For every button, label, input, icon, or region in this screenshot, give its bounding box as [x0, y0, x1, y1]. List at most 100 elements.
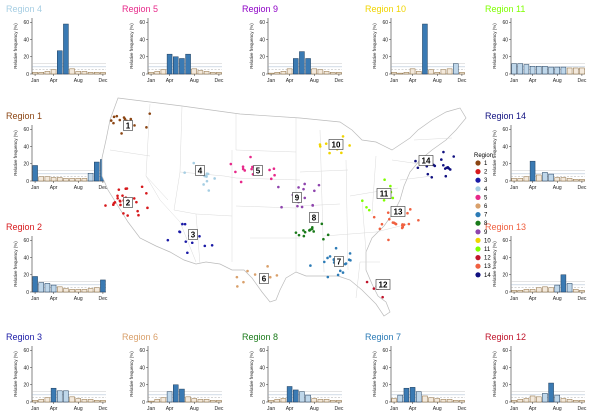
region-point	[121, 194, 124, 197]
region-label-text: 2	[126, 199, 131, 208]
y-tick-label: 40	[23, 365, 29, 371]
x-tick-label: Dec	[98, 296, 107, 302]
region-label-box	[376, 188, 392, 199]
region-point	[204, 174, 208, 178]
bar	[87, 72, 94, 75]
y-tick-label: 60	[382, 348, 388, 354]
y-tick-label: 40	[259, 37, 265, 43]
x-tick-label: Aug	[310, 78, 319, 84]
region-point	[401, 224, 404, 227]
region-point	[183, 171, 186, 174]
bar	[566, 67, 573, 75]
y-axis-label: Relative frequency (%)	[129, 23, 134, 69]
y-tick-label: 20	[382, 55, 388, 61]
region-point	[275, 274, 279, 277]
region-label-text: 11	[380, 190, 389, 199]
region-point	[120, 132, 123, 135]
y-tick-label: 20	[382, 383, 388, 389]
bar	[529, 160, 536, 182]
region-point	[140, 185, 144, 189]
panel-title: Region 9	[242, 4, 278, 14]
y-axis-label: Relative frequency (%)	[13, 241, 18, 287]
region-label: 13	[390, 206, 406, 217]
bar	[286, 386, 293, 403]
region-point	[367, 208, 371, 212]
region-point	[198, 234, 201, 238]
y-tick-label: 0	[142, 400, 145, 406]
legend-label: 3	[484, 178, 488, 184]
y-tick-label: 20	[23, 55, 29, 61]
x-tick-label: Jan	[147, 406, 155, 412]
x-tick-label: Dec	[334, 406, 343, 412]
y-tick-label: 60	[502, 127, 508, 133]
bar	[44, 283, 51, 293]
region-label-box	[328, 139, 344, 150]
bar	[566, 399, 573, 403]
region-label: 5	[253, 165, 263, 176]
region-point	[387, 238, 390, 242]
bar	[185, 53, 191, 75]
y-tick-label: 60	[502, 238, 508, 244]
bar	[44, 397, 51, 403]
region-point	[113, 201, 117, 204]
x-tick-label: Aug	[553, 296, 562, 302]
legend-swatch	[475, 220, 481, 226]
bar	[548, 66, 554, 75]
region-point	[391, 221, 395, 224]
region-point	[400, 226, 404, 230]
bar	[397, 394, 403, 403]
x-tick-label: Dec	[98, 78, 107, 84]
bar	[536, 65, 542, 75]
region-point	[309, 264, 312, 267]
bar	[75, 71, 81, 75]
y-tick-label: 40	[502, 37, 508, 43]
x-tick-label: Jan	[510, 78, 518, 84]
legend-swatch	[475, 160, 481, 166]
bar	[542, 172, 548, 182]
bar	[573, 289, 579, 293]
bar	[87, 399, 94, 403]
region-point	[112, 121, 115, 125]
region-label-text: 8	[312, 214, 317, 223]
region-point	[326, 233, 330, 237]
region-point	[184, 240, 188, 243]
bar	[305, 58, 311, 75]
region-label-text: 14	[422, 157, 431, 166]
legend-swatch	[475, 212, 481, 218]
panel-title: Region 4	[6, 4, 42, 14]
y-tick-label: 0	[26, 400, 29, 406]
x-tick-label: Apr	[50, 296, 58, 302]
region-point	[444, 174, 448, 178]
region-point	[192, 161, 196, 165]
panel-title: Region 2	[6, 222, 42, 232]
bar	[81, 71, 88, 75]
bar	[63, 288, 69, 293]
region-point	[207, 189, 211, 192]
bar	[63, 390, 69, 403]
x-tick-label: Apr	[529, 78, 537, 84]
bar	[148, 400, 154, 403]
region-point	[273, 173, 276, 177]
region-point	[280, 205, 283, 209]
y-axis-label: Relative frequency (%)	[13, 130, 18, 176]
x-tick-label: Aug	[74, 406, 83, 412]
region-point	[433, 164, 437, 168]
region-point	[318, 145, 322, 148]
region-point	[303, 230, 307, 234]
region-point	[166, 238, 170, 242]
region-point	[205, 172, 209, 175]
y-tick-label: 20	[502, 162, 508, 168]
legend-label: 2	[484, 170, 488, 176]
region-point	[122, 212, 125, 215]
histogram-panel: Region 14 0 20 40 60 Relative frequency (%) Ja…	[485, 111, 587, 191]
y-tick-label: 40	[23, 255, 29, 261]
region-point	[448, 168, 452, 171]
bar	[286, 68, 293, 75]
histogram-panel: Region 12 0 20 40 60 Relative frequency (%) Ja…	[485, 332, 587, 412]
region-point	[241, 165, 245, 168]
x-tick-label: Apr	[286, 406, 294, 412]
region-label: 11	[376, 188, 392, 199]
histogram-panel: Region 7 0 20 40 60 Relative frequency (%) Jan…	[365, 332, 467, 412]
y-tick-label: 0	[505, 290, 508, 296]
